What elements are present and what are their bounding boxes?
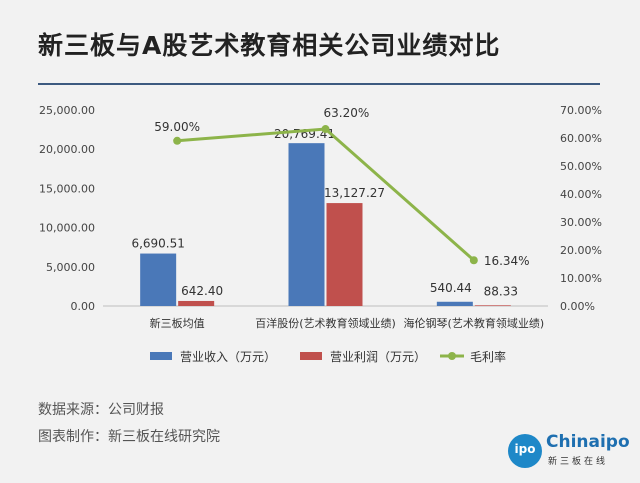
profit-bar	[474, 305, 511, 306]
y2-axis-tick-label: 50.00%	[560, 160, 602, 173]
legend-margin-marker	[448, 352, 456, 360]
logo-badge-text: ipo	[514, 442, 536, 456]
revenue-bar	[140, 253, 177, 306]
revenue-data-label: 540.44	[430, 281, 472, 295]
y-axis-tick-label: 15,000.00	[39, 182, 95, 195]
x-axis-category-label: 海伦钢琴(艺术教育领域业绩)	[404, 316, 545, 330]
profit-data-label: 642.40	[181, 284, 223, 298]
profit-data-label: 13,127.27	[324, 186, 385, 200]
y2-axis-tick-label: 10.00%	[560, 272, 602, 285]
y-axis-tick-label: 20,000.00	[39, 143, 95, 156]
y2-axis-tick-label: 0.00%	[560, 300, 595, 313]
y2-axis-tick-label: 70.00%	[560, 104, 602, 117]
y-axis-tick-label: 25,000.00	[39, 104, 95, 117]
gross-margin-point	[173, 136, 182, 145]
profit-bar	[178, 300, 215, 306]
title-divider	[38, 83, 600, 85]
legend-revenue-swatch	[150, 352, 172, 360]
legend-revenue-label: 营业收入（万元）	[180, 350, 276, 364]
data-source: 数据来源：公司财报	[38, 402, 164, 418]
chinaipo-logo: ipo Chinaipo 新三板在线	[508, 432, 630, 470]
y-axis-tick-label: 10,000.00	[39, 222, 95, 235]
profit-bar	[326, 203, 363, 306]
legend-profit-label: 营业利润（万元）	[330, 350, 426, 364]
x-axis-category-label: 新三板均值	[150, 316, 205, 330]
y2-axis-tick-label: 20.00%	[560, 244, 602, 257]
logo-badge: ipo	[508, 434, 542, 468]
gross-margin-point	[321, 125, 330, 134]
gross-margin-data-label: 59.00%	[154, 120, 200, 134]
gross-margin-data-label: 16.34%	[484, 254, 530, 268]
revenue-bar	[436, 301, 473, 306]
gross-margin-point	[469, 256, 478, 265]
chart-maker: 图表制作：新三板在线研究院	[38, 429, 220, 445]
logo-brand: Chinaipo	[546, 432, 630, 452]
y-axis-tick-label: 0.00	[71, 300, 96, 313]
legend-profit-swatch	[300, 352, 322, 360]
y2-axis-tick-label: 30.00%	[560, 216, 602, 229]
y2-axis-tick-label: 40.00%	[560, 188, 602, 201]
revenue-data-label: 6,690.51	[131, 237, 184, 251]
logo-subtitle: 新三板在线	[548, 457, 609, 467]
y-axis-tick-label: 5,000.00	[46, 261, 95, 274]
chart: 0.00 5,000.00 10,000.00 15,000.00 20,000.00 2…	[39, 104, 602, 364]
chart-title: 新三板与A股艺术教育相关公司业绩对比	[38, 31, 501, 60]
revenue-bar	[288, 143, 325, 306]
x-axis-category-label: 百洋股份(艺术教育领域业绩)	[255, 316, 396, 330]
profit-data-label: 88.33	[484, 284, 518, 298]
legend-margin-label: 毛利率	[470, 349, 506, 364]
gross-margin-data-label: 63.20%	[324, 106, 370, 120]
y2-axis-tick-label: 60.00%	[560, 132, 602, 145]
